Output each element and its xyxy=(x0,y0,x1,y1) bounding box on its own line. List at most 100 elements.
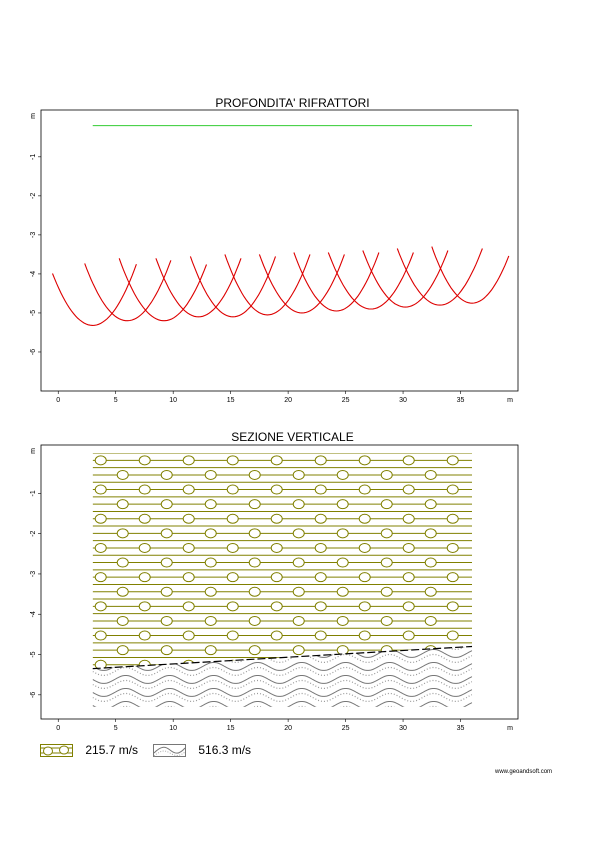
refractor-arc-1 xyxy=(51,264,137,326)
section-x-tick-label: 30 xyxy=(399,725,407,732)
section-y-tick-label: -1 xyxy=(30,490,37,496)
pebble xyxy=(116,469,129,480)
pebble xyxy=(94,659,107,669)
refractor-y-tick-label: -2 xyxy=(30,193,37,199)
refractor-arc-9 xyxy=(327,252,414,310)
wave-line xyxy=(92,688,473,697)
refractor-2-arcs xyxy=(51,246,510,326)
gravel-swatch-icon xyxy=(40,743,73,757)
pebble xyxy=(336,586,349,597)
pebble xyxy=(446,455,459,466)
pebble xyxy=(380,499,393,510)
pebble xyxy=(358,513,371,524)
pebble xyxy=(446,601,459,612)
pebble xyxy=(270,542,283,553)
refractor-y-tick-label: -4 xyxy=(30,271,37,277)
pebble xyxy=(336,557,349,568)
wave-swatch-icon xyxy=(153,743,186,757)
pebble xyxy=(424,528,437,539)
refractor-arc-8 xyxy=(293,252,380,312)
pebble xyxy=(226,601,239,612)
refractor-x-axis-label: m xyxy=(507,397,513,404)
pebble xyxy=(248,645,261,656)
pebble xyxy=(446,484,459,495)
pebble xyxy=(358,455,371,466)
refractor-arc-4 xyxy=(155,258,242,318)
credit-text: www.geoandsoft.com xyxy=(495,769,553,775)
pebble xyxy=(314,601,327,612)
pebble xyxy=(226,455,239,466)
pebble xyxy=(94,542,107,553)
pebble xyxy=(94,513,107,524)
pebble xyxy=(160,499,173,510)
refractor-x-tick-label: 30 xyxy=(399,397,407,404)
legend-item-layer-1: 215.7 m/s xyxy=(40,743,138,758)
section-frame xyxy=(40,444,519,720)
pebble xyxy=(248,499,261,510)
chart-title-section: SEZIONE VERTICALE xyxy=(231,430,354,444)
pebble xyxy=(314,455,327,466)
pebble xyxy=(160,645,173,656)
refractor-arc-10 xyxy=(362,250,449,308)
refractor-x-tick-label: 0 xyxy=(56,397,60,404)
pebble xyxy=(116,557,129,568)
section-y-tick-label: -5 xyxy=(30,651,37,657)
pebble xyxy=(116,615,129,626)
refractor-arc-11 xyxy=(396,248,483,306)
pebble xyxy=(138,455,151,466)
pebble xyxy=(402,513,415,524)
pebble xyxy=(292,586,305,597)
pebble xyxy=(424,469,437,480)
wave-stipple xyxy=(92,653,473,663)
pebble xyxy=(402,572,415,583)
pebble xyxy=(380,586,393,597)
pebble xyxy=(226,484,239,495)
pebble xyxy=(204,469,217,480)
pebble xyxy=(402,484,415,495)
pebble xyxy=(446,630,459,641)
pebble xyxy=(94,484,107,495)
section-x-tick-label: 20 xyxy=(284,725,292,732)
pebble xyxy=(402,630,415,641)
pebble xyxy=(182,484,195,495)
wave-line xyxy=(92,662,473,671)
pebble xyxy=(446,513,459,524)
pebble xyxy=(446,572,459,583)
section-y-tick-label: -2 xyxy=(30,530,37,536)
pebble xyxy=(182,455,195,466)
refractor-y-tick-label: -6 xyxy=(30,349,37,355)
pebble xyxy=(182,572,195,583)
pebble xyxy=(182,542,195,553)
pebble xyxy=(336,499,349,510)
pebble xyxy=(380,615,393,626)
pebble xyxy=(160,586,173,597)
pebble xyxy=(226,572,239,583)
refractor-arc-12 xyxy=(431,246,510,304)
pebble xyxy=(380,557,393,568)
legend-item-layer-2: 516.3 m/s xyxy=(153,743,251,758)
pebble xyxy=(314,484,327,495)
pebble xyxy=(314,513,327,524)
section-y-tick-label: -3 xyxy=(30,571,37,577)
pebble xyxy=(446,542,459,553)
refractor-y-tick-label: -3 xyxy=(30,232,37,238)
pebble xyxy=(270,572,283,583)
refractor-arc-3 xyxy=(118,258,208,322)
pebble xyxy=(204,615,217,626)
pebble xyxy=(160,528,173,539)
pebble xyxy=(204,499,217,510)
pebble xyxy=(358,601,371,612)
refractor-x-tick-label: 25 xyxy=(342,397,350,404)
pebble xyxy=(358,484,371,495)
pebble xyxy=(336,615,349,626)
pebble xyxy=(160,469,173,480)
pebble xyxy=(292,645,305,656)
pebble xyxy=(138,572,151,583)
refractor-arc-2 xyxy=(84,260,172,322)
pebble xyxy=(248,528,261,539)
pebble xyxy=(314,572,327,583)
refractor-x-tick-label: 20 xyxy=(284,397,292,404)
pebble xyxy=(160,557,173,568)
pebble xyxy=(94,630,107,641)
